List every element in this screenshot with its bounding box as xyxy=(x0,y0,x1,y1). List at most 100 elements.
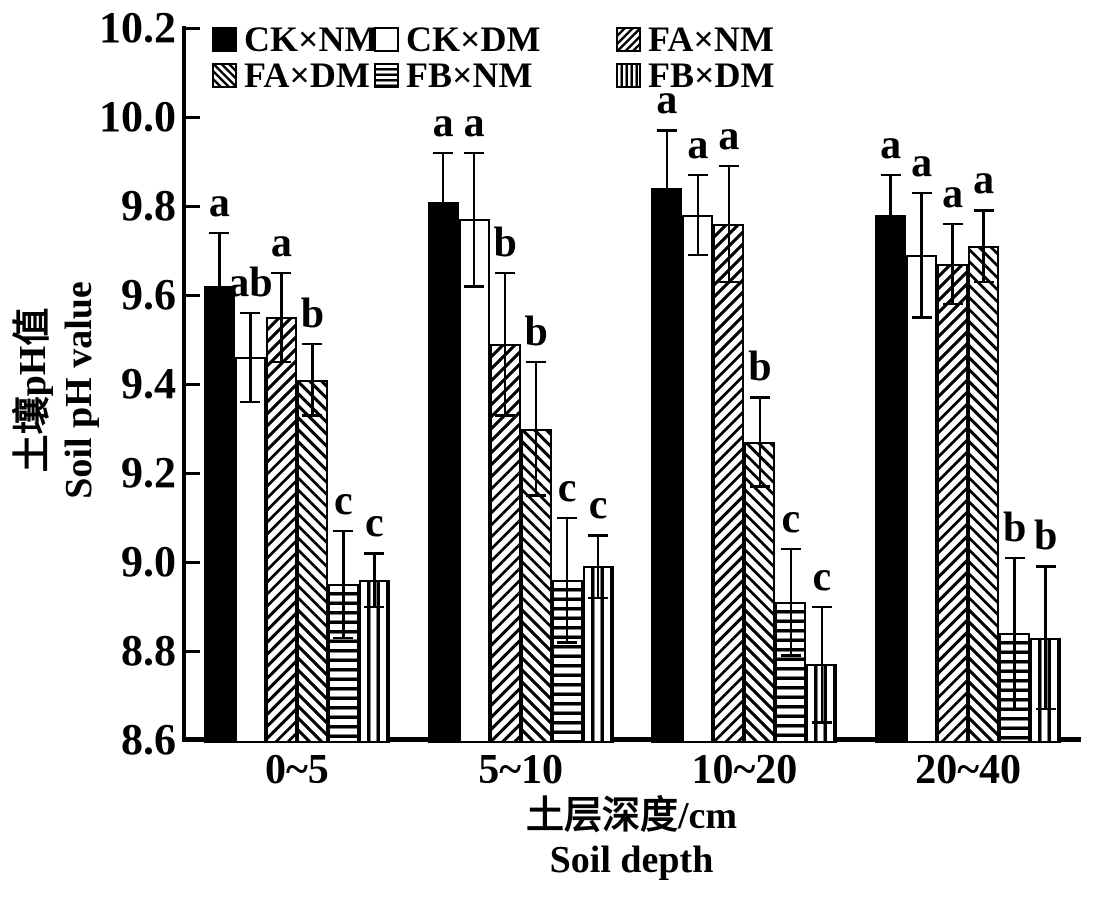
sig-letter: a xyxy=(942,170,964,217)
error-bar-cap xyxy=(811,721,832,724)
error-bar-cap xyxy=(780,547,801,551)
error-bar xyxy=(565,517,569,643)
error-bar xyxy=(1013,557,1016,709)
bar xyxy=(968,246,1000,743)
error-bar-cap xyxy=(364,605,385,608)
error-bar-cap xyxy=(271,360,292,364)
swatch-diagonal-up-icon xyxy=(616,26,641,52)
error-bar-cap xyxy=(433,151,454,155)
error-bar xyxy=(982,210,985,282)
sig-letter: c xyxy=(588,482,608,529)
error-bar-cap xyxy=(656,245,677,248)
y-tick-mark xyxy=(186,471,200,475)
error-bar-cap xyxy=(687,173,708,177)
error-bar-cap xyxy=(302,342,323,346)
error-bar-cap xyxy=(495,414,516,417)
error-bar-cap xyxy=(495,271,516,275)
error-bar-cap xyxy=(526,494,547,497)
sig-letter: b xyxy=(1033,513,1058,560)
error-bar-cap xyxy=(333,636,354,640)
bar xyxy=(651,188,683,743)
swatch-open-icon xyxy=(374,26,399,52)
error-bar xyxy=(441,152,445,251)
bar xyxy=(744,441,776,743)
x-tick-label: 5~10 xyxy=(478,747,564,793)
error-bar-cap xyxy=(240,311,261,315)
swatch-horizontal-icon xyxy=(374,62,399,88)
y-tick-label: 10.2 xyxy=(99,3,176,52)
y-tick-label: 9.4 xyxy=(121,359,176,408)
error-bar-cap xyxy=(780,654,801,657)
y-axis-title: 土壤pH值 Soil pH value xyxy=(10,140,106,640)
legend: CK×NM CK×DM FA×NM FA×DM FB×NM FB×DM xyxy=(212,19,775,95)
x-axis-line xyxy=(182,737,1081,742)
bar xyxy=(906,254,938,743)
error-bar-cap xyxy=(880,173,901,177)
sig-letter: b xyxy=(300,290,325,337)
error-bar-cap xyxy=(302,414,323,417)
sig-letter: a xyxy=(911,139,933,186)
sig-letter: b xyxy=(493,219,517,266)
error-bar xyxy=(951,223,954,304)
y-tick-label: 8.6 xyxy=(121,715,176,764)
x-tick-label: 0~5 xyxy=(264,747,329,793)
error-bar-cap xyxy=(749,485,770,488)
y-axis-title-zh: 土壤pH值 xyxy=(12,307,54,473)
legend-label: FA×DM xyxy=(244,55,370,95)
x-axis-title-zh: 土层深度/cm xyxy=(525,795,738,837)
error-bar xyxy=(311,343,314,416)
y-tick-mark xyxy=(186,26,200,30)
sig-letter: a xyxy=(270,219,292,266)
bar xyxy=(234,357,266,743)
error-bar-cap xyxy=(749,396,770,399)
sig-letter: a xyxy=(973,157,995,204)
error-bar-cap xyxy=(240,400,261,404)
error-bar xyxy=(534,361,538,496)
error-bar-cap xyxy=(364,552,385,555)
bar xyxy=(937,263,969,743)
legend-item-fa-dm: FA×DM xyxy=(212,55,374,95)
y-tick-mark xyxy=(186,649,200,653)
legend-label: FB×NM xyxy=(406,55,533,95)
legend-item-ck-dm: CK×DM xyxy=(374,19,616,59)
error-bar-cap xyxy=(588,596,609,600)
sig-letter: b xyxy=(524,308,548,355)
legend-label: CK×DM xyxy=(406,19,541,59)
sig-letter: a xyxy=(656,77,678,124)
y-tick-label: 9.2 xyxy=(121,448,176,497)
sig-letter: a xyxy=(687,121,709,168)
y-tick-label: 9.6 xyxy=(121,270,176,319)
legend-item-fb-nm: FB×NM xyxy=(374,55,616,95)
sig-letter: b xyxy=(748,344,772,391)
error-bar-cap xyxy=(687,253,708,257)
error-bar xyxy=(342,530,345,638)
error-bar xyxy=(920,192,923,318)
sig-letter: a xyxy=(463,99,485,146)
error-bar-cap xyxy=(1004,556,1025,560)
legend-item-fa-nm: FA×NM xyxy=(616,21,775,57)
x-axis-title-en: Soil depth xyxy=(549,839,714,881)
y-tick-label: 9.8 xyxy=(121,181,176,230)
error-bar-cap xyxy=(588,534,609,537)
bar xyxy=(713,223,745,743)
swatch-vertical-icon xyxy=(616,62,641,88)
y-tick-mark xyxy=(186,204,200,208)
y-tick-mark xyxy=(186,560,200,564)
y-tick-mark xyxy=(186,115,200,119)
sig-letter: a xyxy=(432,99,454,146)
legend-item-fb-dm: FB×DM xyxy=(616,57,775,93)
sig-letter: a xyxy=(880,121,902,168)
error-bar-cap xyxy=(942,302,963,306)
error-bar xyxy=(472,152,476,287)
error-bar-cap xyxy=(526,360,547,364)
x-tick-label: 10~20 xyxy=(691,747,798,793)
error-bar xyxy=(758,397,762,487)
sig-letter: c xyxy=(557,464,577,511)
error-bar xyxy=(727,165,731,282)
sig-letter: c xyxy=(781,495,801,542)
error-bar-cap xyxy=(464,151,485,155)
error-bar-cap xyxy=(271,271,292,275)
bar xyxy=(682,214,714,743)
error-bar-cap xyxy=(656,129,677,132)
